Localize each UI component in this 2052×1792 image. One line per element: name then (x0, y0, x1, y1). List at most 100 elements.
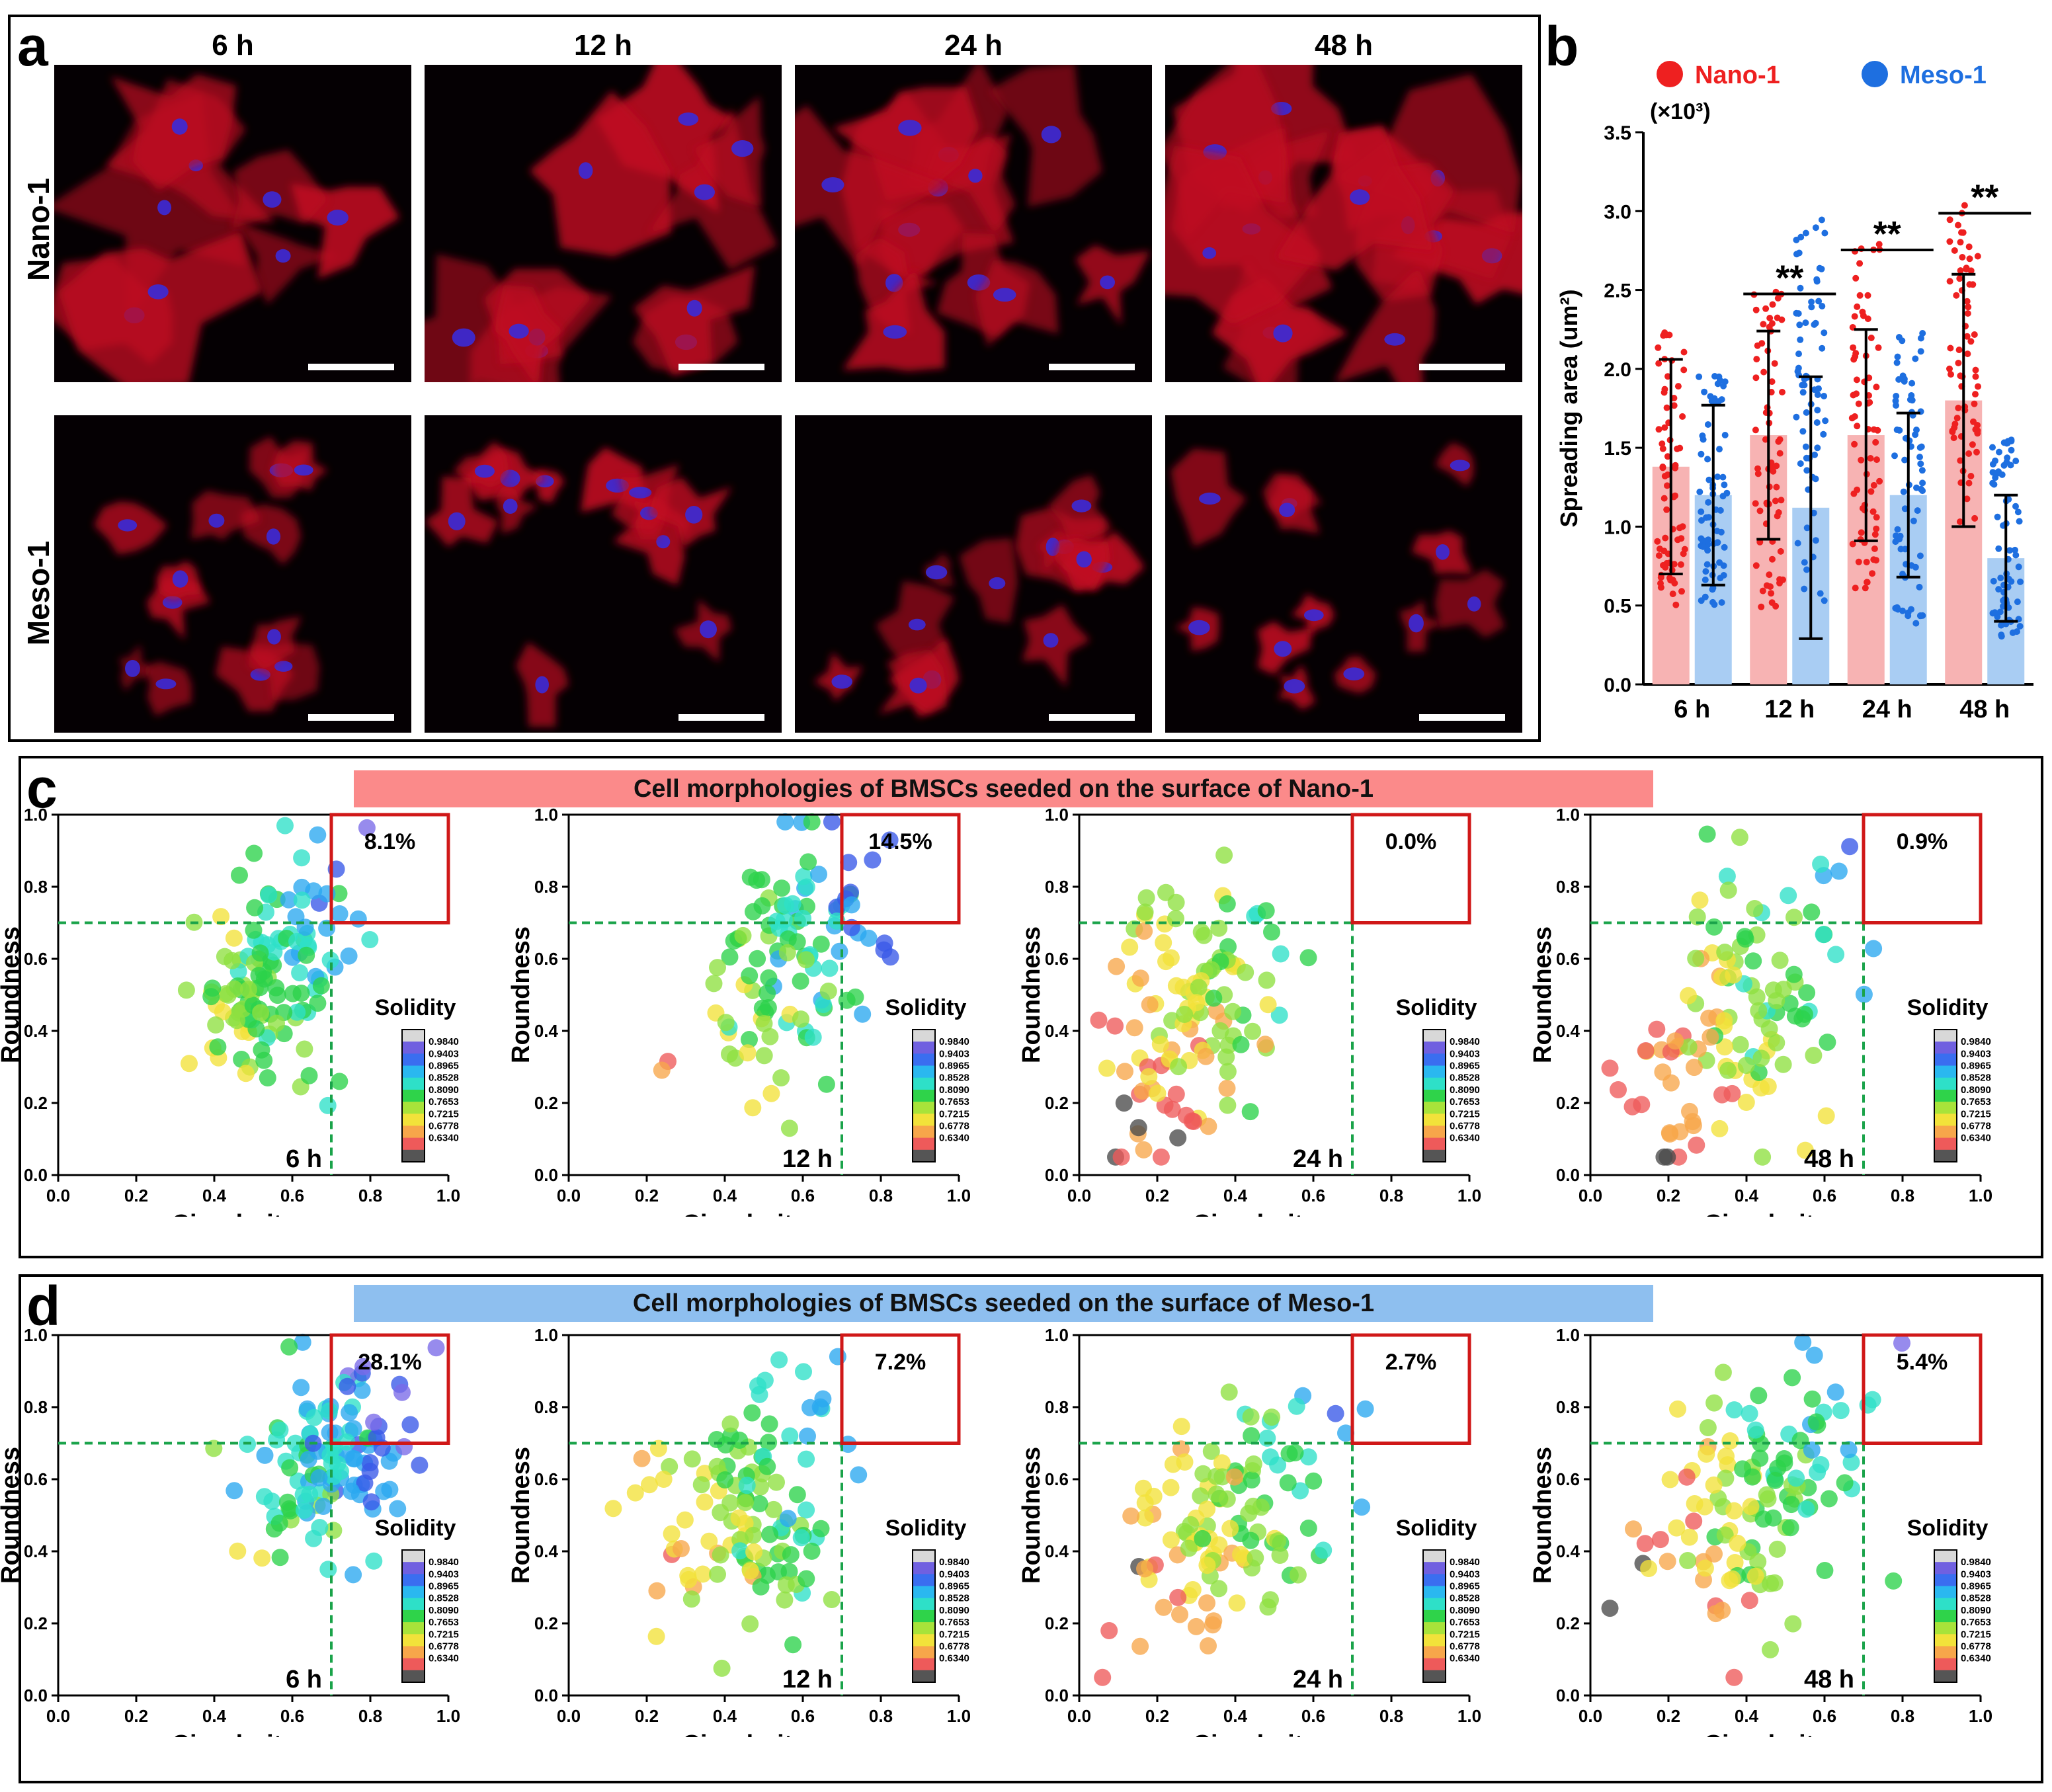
scatter-point (815, 996, 832, 1014)
percent-label: 28.1% (358, 1350, 421, 1375)
colorbar-border (912, 1549, 936, 1683)
colorbar-border (401, 1029, 425, 1162)
y-tick-label: 0.6 (534, 1469, 558, 1489)
scatter-point (653, 1061, 671, 1079)
data-point (1779, 389, 1785, 395)
scatter-point (312, 977, 330, 995)
colorbar-tick: 0.7215 (1450, 1629, 1480, 1640)
scatter-point (393, 1383, 411, 1401)
data-point (1821, 393, 1828, 399)
x-tick-label: 0.4 (1223, 1186, 1248, 1205)
data-point (1775, 509, 1782, 516)
scatter-point (209, 1038, 227, 1056)
data-point (1760, 321, 1767, 328)
colorbar-tick: 0.7653 (1961, 1617, 1991, 1628)
scatter-point (1242, 1408, 1260, 1426)
data-point (1803, 454, 1810, 462)
data-point (1678, 535, 1685, 542)
scatter-point (214, 1003, 231, 1021)
y-tick-label: 3.5 (1604, 122, 1631, 144)
scatter-point (1279, 1474, 1297, 1492)
scatter-point (340, 947, 358, 965)
colorbar-tick: 0.7653 (429, 1617, 459, 1628)
colorbar-tick: 0.8965 (939, 1061, 969, 1072)
x-tick-label: 0.2 (1145, 1706, 1169, 1726)
data-point (1867, 455, 1874, 462)
scatter-point (1787, 1469, 1805, 1487)
scatter-point (780, 1563, 798, 1580)
data-point (1769, 301, 1776, 308)
colorbar-segment (913, 1149, 935, 1162)
colorbar-tick: 0.9403 (1450, 1568, 1480, 1580)
high-roundness-box (1862, 1333, 1983, 1445)
scatter-point (1807, 1413, 1825, 1431)
y-tick-label: 0.2 (24, 1613, 48, 1633)
colorbar-tick: 0.7653 (1450, 1617, 1480, 1628)
scatter-point (294, 1333, 311, 1351)
scatter-point (694, 1565, 712, 1583)
scatter-point (268, 1014, 285, 1032)
row-title-meso: Meso-1 (21, 540, 56, 646)
scatter-point (755, 1047, 773, 1065)
scatter-point (1759, 1078, 1777, 1095)
data-point (1917, 612, 1924, 619)
scatter-point (745, 1526, 762, 1544)
scatter-point (749, 950, 766, 967)
scatter-point (224, 952, 241, 969)
scatter-point (676, 1511, 694, 1529)
scatter-point (260, 886, 278, 904)
scatter-point (1680, 987, 1697, 1004)
scatter-point (284, 948, 302, 966)
scatter-point (1830, 862, 1848, 880)
data-point (1659, 440, 1666, 448)
scatter-point (1711, 1120, 1729, 1137)
data-point (2000, 439, 2008, 446)
data-point (1913, 427, 1920, 434)
data-point (1674, 383, 1682, 390)
colorbar-tick: 0.6778 (939, 1641, 969, 1652)
scatter-point (280, 891, 298, 909)
data-point (1776, 436, 1784, 443)
scatter-d2: 0.00.0 0.2 0.2 0.4 0.4 0.6 0.6 0.8 0.8 1.0 1.0 7.2%… (511, 1327, 971, 1737)
scatter-point (1257, 902, 1275, 920)
scatter-point (1680, 1038, 1698, 1056)
scatter-point (1715, 1012, 1733, 1030)
data-point (1896, 427, 1903, 434)
scatter-point (1752, 1049, 1770, 1067)
scatter-point (1116, 1063, 1133, 1080)
data-point (1773, 483, 1780, 491)
colorbar-tick: 0.7215 (1450, 1108, 1480, 1120)
scatter-point (1791, 1432, 1809, 1449)
fluorescence-image-nano-1 (425, 65, 782, 382)
data-point (1989, 444, 1996, 451)
scatter-point (1163, 1100, 1181, 1118)
significance-label: ** (1873, 214, 1901, 254)
data-point (1995, 545, 2002, 552)
scatter-point (353, 1381, 371, 1399)
scatter-point (1815, 926, 1832, 944)
data-point (1754, 470, 1762, 477)
colorbar-tick: 0.9403 (939, 1568, 969, 1580)
data-point (1894, 526, 1901, 533)
colorbar-tick: 0.8090 (1961, 1084, 1991, 1096)
scatter-point (761, 1526, 779, 1543)
colorbar-tick: 0.6778 (1450, 1641, 1480, 1652)
data-point (1862, 585, 1869, 592)
colorbar-segment (1423, 1550, 1446, 1563)
scatter-point (829, 1348, 846, 1365)
scatter-point (331, 905, 349, 922)
colorbar-title: Solidity (885, 1516, 967, 1541)
y-tick-label: 0.4 (24, 1541, 48, 1561)
colorbar-segment (1423, 1125, 1446, 1139)
scatter-point (1699, 1419, 1717, 1436)
scatter-point (1713, 1086, 1731, 1104)
data-point (1860, 312, 1867, 319)
scatter-point (1707, 1605, 1725, 1623)
x-tick-label: 0.4 (1735, 1706, 1759, 1726)
data-point (1766, 315, 1774, 321)
colorbar-segment (913, 1114, 935, 1126)
data-point (1663, 404, 1670, 411)
colorbar-segment (402, 1053, 425, 1067)
scatter-point (831, 942, 848, 960)
colorbar-border (1934, 1549, 1957, 1683)
